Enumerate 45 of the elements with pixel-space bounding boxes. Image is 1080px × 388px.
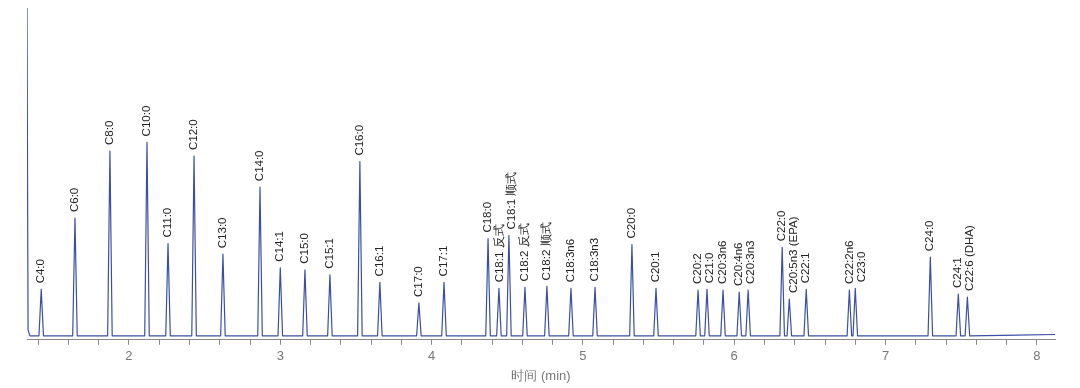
- annotation: C11:0: [161, 207, 174, 238]
- annotation: C12:0: [187, 119, 200, 150]
- annotation: C15:0: [298, 233, 311, 264]
- annotation: C20:5n3 (EPA): [787, 216, 800, 293]
- annotation: C14:1: [273, 231, 286, 262]
- annotation: C22:2n6: [842, 240, 855, 285]
- x-tick-label: 4: [427, 348, 436, 364]
- annotation: C23:0: [854, 251, 867, 283]
- x-tick-label: 2: [125, 348, 133, 364]
- annotation: C20:2: [691, 253, 704, 285]
- annotation: C18:2 顺式: [540, 222, 553, 281]
- annotation: C22:0: [775, 210, 788, 242]
- x-tick-label: 3: [276, 348, 284, 364]
- annotation: C20:3n3: [744, 240, 757, 285]
- annotation: C16:0: [353, 124, 366, 156]
- annotation: C16:1: [373, 245, 386, 277]
- annotation: C18:3n6: [564, 238, 577, 283]
- x-tick-label: 5: [579, 348, 587, 364]
- annotation: C17:1: [437, 245, 450, 277]
- x-tick-label: 8: [1033, 348, 1041, 364]
- x-axis-title: 时间 (min): [511, 367, 571, 383]
- annotation: C21:0: [703, 252, 716, 284]
- annotation: C18:3n3: [588, 237, 601, 282]
- annotation: C18:1 顺式: [505, 171, 518, 230]
- annotation: C18:2 反式: [518, 223, 531, 282]
- annotation: C6:0: [68, 187, 81, 213]
- annotation: C22:1: [799, 252, 812, 284]
- annotation: C13:0: [216, 217, 229, 249]
- annotation: C22:6 (DHA): [963, 225, 976, 291]
- annotation: C18:1 反式: [493, 224, 506, 283]
- annotation: C20:4n6: [732, 242, 745, 287]
- x-tick-label: 6: [730, 348, 738, 364]
- annotation: C10:0: [140, 105, 153, 137]
- annotation: C14:0: [253, 150, 266, 182]
- annotation: C4:0: [34, 259, 47, 284]
- annotation: C24:0: [923, 220, 936, 252]
- annotation: C24:1: [951, 257, 964, 289]
- annotation: C15:1: [323, 238, 336, 269]
- annotation: C8:0: [103, 120, 116, 146]
- annotation: C17:0: [412, 266, 425, 297]
- annotation: C20:1: [649, 251, 662, 283]
- annotation: C20:0: [625, 207, 638, 239]
- annotation: C18:0: [481, 201, 494, 233]
- annotation: C20:3n6: [716, 240, 729, 285]
- x-tick-label: 7: [881, 348, 890, 364]
